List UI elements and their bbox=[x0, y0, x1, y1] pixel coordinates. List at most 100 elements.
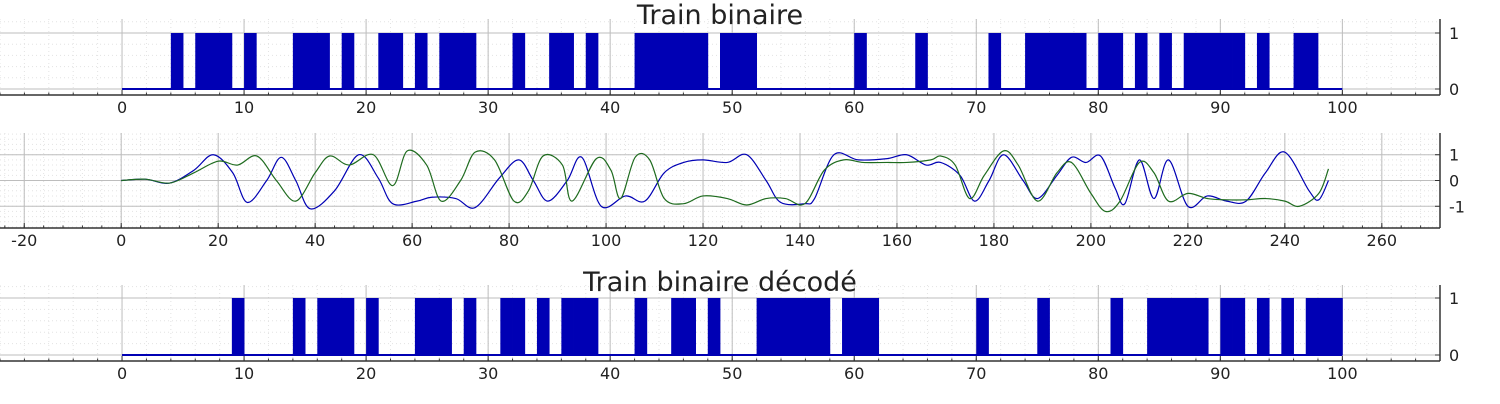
bar bbox=[732, 33, 745, 89]
bar bbox=[1171, 298, 1185, 355]
chart-title: Train binaire bbox=[636, 0, 803, 31]
bar bbox=[634, 298, 648, 355]
bar bbox=[292, 33, 306, 89]
y-tick-label: -1 bbox=[1449, 197, 1465, 216]
bar bbox=[1073, 33, 1087, 89]
x-tick-label: 30 bbox=[478, 98, 498, 117]
line-series-2 bbox=[121, 149, 1330, 213]
bar bbox=[244, 33, 257, 89]
bar bbox=[988, 33, 1002, 89]
bar bbox=[781, 298, 794, 355]
x-tick-label: 0 bbox=[117, 364, 127, 383]
bar bbox=[1049, 33, 1063, 89]
bar bbox=[915, 33, 928, 89]
bar bbox=[756, 298, 770, 355]
x-tick-label: 90 bbox=[1210, 364, 1230, 383]
axes: -20 0 20 40 60 80 100 120 140 160 180 200 220 240 260 -… bbox=[0, 133, 1465, 250]
axes: 0 10 20 30 40 50 60 70 80 90 100 0 1 bbox=[0, 285, 1459, 383]
bar bbox=[1293, 33, 1307, 89]
x-tick-label: 60 bbox=[844, 364, 864, 383]
bar bbox=[170, 33, 184, 89]
bar bbox=[707, 298, 721, 355]
y-tick-label: 1 bbox=[1449, 289, 1459, 308]
bar bbox=[317, 33, 330, 89]
bar bbox=[854, 33, 867, 89]
bar bbox=[683, 33, 696, 89]
bar bbox=[768, 298, 782, 355]
x-tick-label: 40 bbox=[305, 231, 325, 250]
bar bbox=[1195, 33, 1209, 89]
x-tick-label: 0 bbox=[117, 98, 127, 117]
bar bbox=[1220, 33, 1233, 89]
bar bbox=[195, 33, 208, 89]
bar bbox=[793, 298, 806, 355]
bar bbox=[390, 33, 404, 89]
x-tick-label: 80 bbox=[499, 231, 519, 250]
x-tick-label: 80 bbox=[1088, 364, 1108, 383]
bar bbox=[720, 33, 733, 89]
bar-series bbox=[122, 298, 1343, 356]
bar bbox=[366, 298, 379, 355]
y-tick-label: 1 bbox=[1449, 146, 1459, 165]
line-series-1 bbox=[121, 151, 1330, 210]
bar bbox=[658, 33, 672, 89]
x-tick-label: 70 bbox=[966, 364, 986, 383]
x-tick-label: 70 bbox=[966, 98, 986, 117]
bar bbox=[549, 33, 562, 89]
bar bbox=[231, 298, 245, 355]
x-tick-label: 10 bbox=[234, 98, 254, 117]
x-tick-label: 50 bbox=[722, 364, 742, 383]
bar bbox=[1159, 298, 1172, 355]
x-tick-label: 80 bbox=[1088, 98, 1108, 117]
grid bbox=[0, 133, 1441, 228]
bar bbox=[1061, 33, 1075, 89]
x-tick-label: 140 bbox=[785, 231, 816, 250]
chart-panel-3: 0 10 20 30 40 50 60 70 80 90 100 0 1 Train binaire dé… bbox=[0, 267, 1459, 383]
chart-panel-1: 0 10 20 30 40 50 60 70 80 90 100 0 1 Train binaire bbox=[0, 0, 1459, 117]
x-tick-label: 100 bbox=[1327, 98, 1358, 117]
bar bbox=[1025, 33, 1038, 89]
x-tick-label: 220 bbox=[1173, 231, 1204, 250]
bar bbox=[1305, 33, 1319, 89]
x-tick-label: 60 bbox=[402, 231, 422, 250]
bar bbox=[854, 298, 867, 355]
bar bbox=[463, 33, 477, 89]
bar bbox=[561, 33, 574, 89]
bar bbox=[585, 33, 599, 89]
bar bbox=[439, 298, 452, 355]
x-tick-label: 260 bbox=[1367, 231, 1398, 250]
x-tick-label: 100 bbox=[1327, 364, 1358, 383]
x-tick-label: 20 bbox=[356, 98, 376, 117]
bar bbox=[439, 33, 452, 89]
bar bbox=[585, 298, 599, 355]
bar bbox=[1037, 298, 1050, 355]
bar bbox=[866, 298, 880, 355]
bar bbox=[1183, 298, 1197, 355]
bar bbox=[1134, 33, 1148, 89]
bar bbox=[1159, 33, 1172, 89]
bar bbox=[817, 298, 831, 355]
x-tick-label: 40 bbox=[600, 98, 620, 117]
x-tick-label: -20 bbox=[11, 231, 37, 250]
y-tick-label: 0 bbox=[1449, 80, 1459, 99]
bar bbox=[976, 298, 989, 355]
bar bbox=[842, 298, 855, 355]
bar bbox=[1195, 298, 1209, 355]
bar bbox=[1330, 298, 1343, 355]
bar bbox=[1037, 33, 1050, 89]
x-tick-label: 120 bbox=[688, 231, 719, 250]
axes: 0 10 20 30 40 50 60 70 80 90 100 0 1 bbox=[0, 19, 1459, 117]
bar bbox=[1147, 298, 1160, 355]
bar bbox=[805, 298, 819, 355]
x-tick-label: 40 bbox=[600, 364, 620, 383]
x-tick-label: 50 bbox=[722, 98, 742, 117]
x-tick-label: 180 bbox=[979, 231, 1010, 250]
bar bbox=[646, 33, 660, 89]
x-tick-label: 0 bbox=[116, 231, 126, 250]
bar-series bbox=[122, 33, 1343, 90]
bar bbox=[695, 33, 709, 89]
bar bbox=[1232, 298, 1246, 355]
chart-title: Train binaire décodé bbox=[582, 267, 857, 298]
x-tick-label: 90 bbox=[1210, 98, 1230, 117]
